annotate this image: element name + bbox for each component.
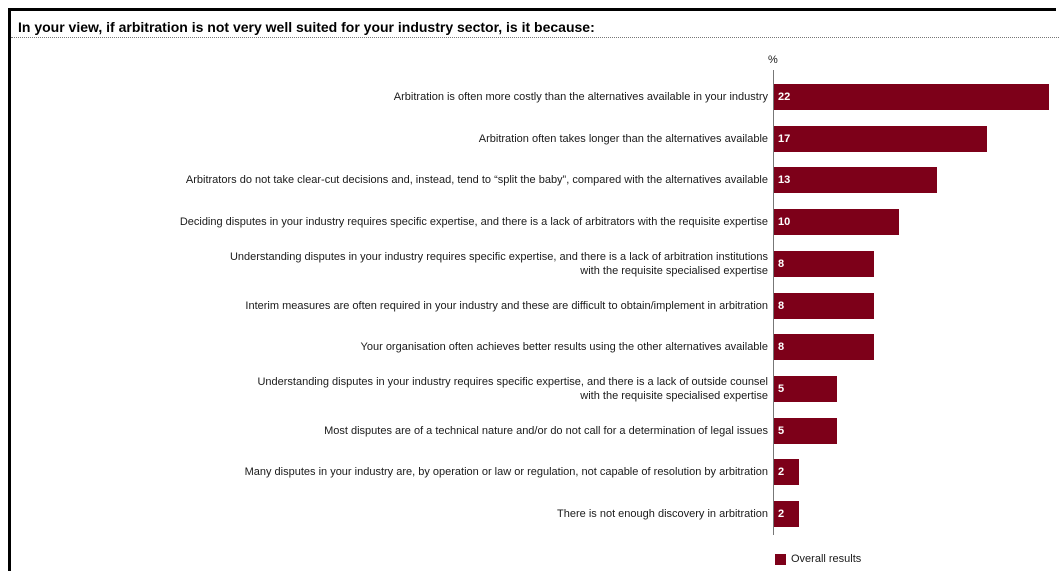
title-divider <box>11 37 1059 38</box>
bar-value-label: 13 <box>778 174 791 187</box>
category-label: There is not enough discovery in arbitra… <box>557 508 768 520</box>
bar-value-label: 8 <box>778 341 785 354</box>
legend-label: Overall results <box>791 553 862 565</box>
legend-swatch <box>775 553 786 565</box>
bar <box>774 334 874 361</box>
bar-value-label: 22 <box>778 91 791 103</box>
bar <box>774 250 874 277</box>
bar <box>774 84 1049 110</box>
category-label: Your organisation often achieves better … <box>360 341 768 354</box>
bar <box>774 292 874 319</box>
category-label: Arbitrators do not take clear-cut decisi… <box>185 174 768 187</box>
category-label: Understanding disputes in your industry … <box>257 375 768 402</box>
bar <box>774 501 799 527</box>
legend: Overall results <box>775 553 861 565</box>
unit-label: % <box>768 54 778 66</box>
category-label: Interim measures are often required in y… <box>245 299 768 312</box>
bar-value-label: 5 <box>778 424 785 437</box>
bar <box>774 209 899 236</box>
bar <box>774 167 937 194</box>
category-label: Arbitration often takes longer than the … <box>478 132 768 145</box>
bar <box>774 417 837 444</box>
bar-value-label: 2 <box>778 466 785 479</box>
bar-value-label: 8 <box>778 299 785 312</box>
bar <box>774 459 799 486</box>
bar-value-label: 5 <box>778 382 785 395</box>
chart-title: In your view, if arbitration is not very… <box>18 19 595 35</box>
bar <box>774 125 987 152</box>
category-label: Many disputes in your industry are, by o… <box>244 466 768 479</box>
category-axis-line <box>773 70 774 535</box>
bar-value-label: 2 <box>778 508 785 520</box>
category-label: Arbitration is often more costly than th… <box>393 91 768 103</box>
chart-frame <box>8 8 1056 571</box>
category-label: Deciding disputes in your industry requi… <box>179 216 768 229</box>
bar-value-label: 8 <box>778 257 785 270</box>
category-label: Understanding disputes in your industry … <box>229 250 768 277</box>
category-label: Most disputes are of a technical nature … <box>324 424 768 437</box>
bar <box>774 375 837 402</box>
bar-value-label: 10 <box>778 216 791 229</box>
bar-value-label: 17 <box>778 132 791 145</box>
